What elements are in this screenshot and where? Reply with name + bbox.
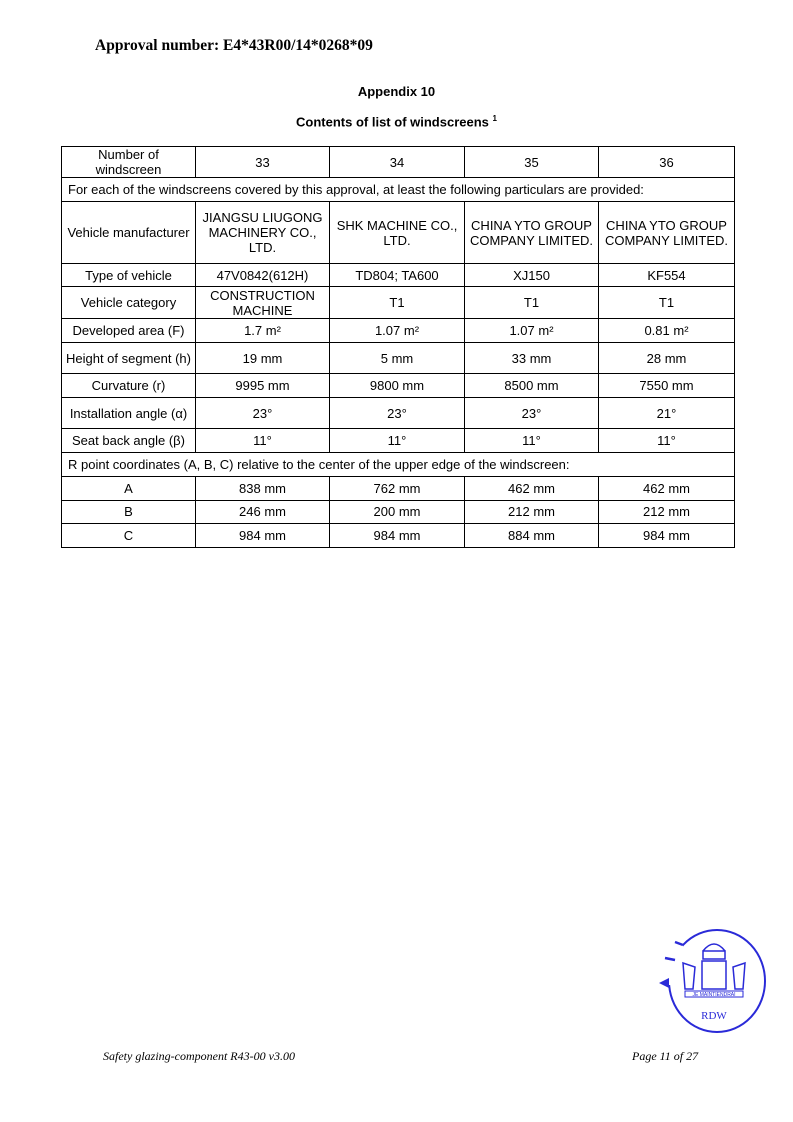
- table-cell: XJ150: [464, 263, 599, 287]
- table-row: Seat back angle (β) 11° 11° 11° 11°: [61, 428, 735, 453]
- r-point-row: C 984 mm 984 mm 884 mm 984 mm: [61, 523, 735, 548]
- row-label: C: [61, 523, 196, 548]
- table-cell: 11°: [598, 428, 735, 453]
- rdw-stamp-logo: JE MAINTIENDRAI RDW: [655, 925, 770, 1042]
- table-cell: 1.07 m²: [329, 318, 465, 343]
- table-cell: 0.81 m²: [598, 318, 735, 343]
- table-cell: 23°: [329, 397, 465, 429]
- row-label: Height of segment (h): [61, 342, 196, 374]
- table-cell: 28 mm: [598, 342, 735, 374]
- row-label: Vehicle manufacturer: [61, 201, 196, 264]
- table-cell: 984 mm: [195, 523, 330, 548]
- table-cell: KF554: [598, 263, 735, 287]
- table-cell: 462 mm: [598, 476, 735, 501]
- stamp-motto: JE MAINTIENDRAI: [692, 992, 735, 998]
- table-cell: 8500 mm: [464, 373, 599, 398]
- table-cell: T1: [329, 286, 465, 319]
- r-point-intro-row: R point coordinates (A, B, C) relative t…: [61, 452, 735, 477]
- table-cell: 884 mm: [464, 523, 599, 548]
- row-label: Curvature (r): [61, 373, 196, 398]
- table-row: Developed area (F) 1.7 m² 1.07 m² 1.07 m² 0.…: [61, 318, 735, 343]
- table-cell: 21°: [598, 397, 735, 429]
- row-label: Number of windscreen: [61, 146, 196, 178]
- column-header: 33: [195, 146, 330, 178]
- table-cell: CHINA YTO GROUP COMPANY LIMITED.: [464, 201, 599, 264]
- table-cell: 23°: [464, 397, 599, 429]
- table-row: Vehicle manufacturer JIANGSU LIUGONG MACH…: [61, 201, 735, 264]
- approval-number: Approval number: E4*43R00/14*0268*09: [95, 37, 373, 54]
- row-label: Vehicle category: [61, 286, 196, 319]
- column-header: 36: [598, 146, 735, 178]
- appendix-heading: Appendix 10: [357, 84, 436, 99]
- table-cell: 984 mm: [598, 523, 735, 548]
- row-label: Type of vehicle: [61, 263, 196, 287]
- table-cell: 47V0842(612H): [195, 263, 330, 287]
- table-cell: 11°: [329, 428, 465, 453]
- table-cell: CONSTRUCTION MACHINE: [195, 286, 330, 319]
- table-cell: CHINA YTO GROUP COMPANY LIMITED.: [598, 201, 735, 264]
- r-point-intro-text: R point coordinates (A, B, C) relative t…: [61, 452, 735, 477]
- table-cell: 23°: [195, 397, 330, 429]
- table-cell: 11°: [464, 428, 599, 453]
- table-cell: 33 mm: [464, 342, 599, 374]
- stamp-text: RDW: [701, 1010, 727, 1022]
- table-cell: 1.07 m²: [464, 318, 599, 343]
- table-cell: 11°: [195, 428, 330, 453]
- r-point-row: B 246 mm 200 mm 212 mm 212 mm: [61, 499, 735, 524]
- column-header: 34: [329, 146, 465, 178]
- table-cell: 462 mm: [464, 476, 599, 501]
- table-cell: TD804; TA600: [329, 263, 465, 287]
- row-label: Installation angle (α): [61, 397, 196, 429]
- windscreens-table: Number of windscreen 33 34 35 36 For each of …: [61, 146, 735, 548]
- footer-document-name: Safety glazing-component R43-00 v3.00: [103, 1049, 295, 1063]
- table-cell: JIANGSU LIUGONG MACHINERY CO., LTD.: [195, 201, 330, 264]
- intro-text: For each of the windscreens covered by t…: [61, 177, 735, 202]
- table-cell: 212 mm: [464, 499, 599, 524]
- footnote-marker: 1: [492, 114, 497, 123]
- table-cell: T1: [598, 286, 735, 319]
- table-row: Type of vehicle 47V0842(612H) TD804; TA600…: [61, 263, 735, 287]
- row-label: Developed area (F): [61, 318, 196, 343]
- table-row: Curvature (r) 9995 mm 9800 mm 8500 mm 7550 m…: [61, 373, 735, 398]
- row-label: B: [61, 499, 196, 524]
- column-header: 35: [464, 146, 599, 178]
- row-label: A: [61, 476, 196, 501]
- footer-page-number: Page 11 of 27: [632, 1049, 699, 1063]
- table-cell: 984 mm: [329, 523, 465, 548]
- intro-row: For each of the windscreens covered by t…: [61, 177, 735, 202]
- table-cell: 200 mm: [329, 499, 465, 524]
- row-label: Seat back angle (β): [61, 428, 196, 453]
- table-title-text: Contents of list of windscreens: [296, 114, 489, 130]
- table-cell: 212 mm: [598, 499, 735, 524]
- table-row: Height of segment (h) 19 mm 5 mm 33 mm 28 mm: [61, 342, 735, 374]
- table-cell: 9800 mm: [329, 373, 465, 398]
- table-cell: 762 mm: [329, 476, 465, 501]
- table-row: Vehicle category CONSTRUCTION MACHINE T1 T1…: [61, 286, 735, 319]
- table-cell: 7550 mm: [598, 373, 735, 398]
- table-cell: 9995 mm: [195, 373, 330, 398]
- table-cell: 246 mm: [195, 499, 330, 524]
- r-point-row: A 838 mm 762 mm 462 mm 462 mm: [61, 476, 735, 501]
- table-cell: 19 mm: [195, 342, 330, 374]
- table-cell: 5 mm: [329, 342, 465, 374]
- table-cell: 838 mm: [195, 476, 330, 501]
- table-title: Contents of list of windscreens 1: [0, 114, 793, 129]
- table-cell: 1.7 m²: [195, 318, 330, 343]
- table-cell: SHK MACHINE CO., LTD.: [329, 201, 465, 264]
- table-cell: T1: [464, 286, 599, 319]
- table-row: Installation angle (α) 23° 23° 23° 21°: [61, 397, 735, 429]
- table-header-row: Number of windscreen 33 34 35 36: [61, 146, 735, 178]
